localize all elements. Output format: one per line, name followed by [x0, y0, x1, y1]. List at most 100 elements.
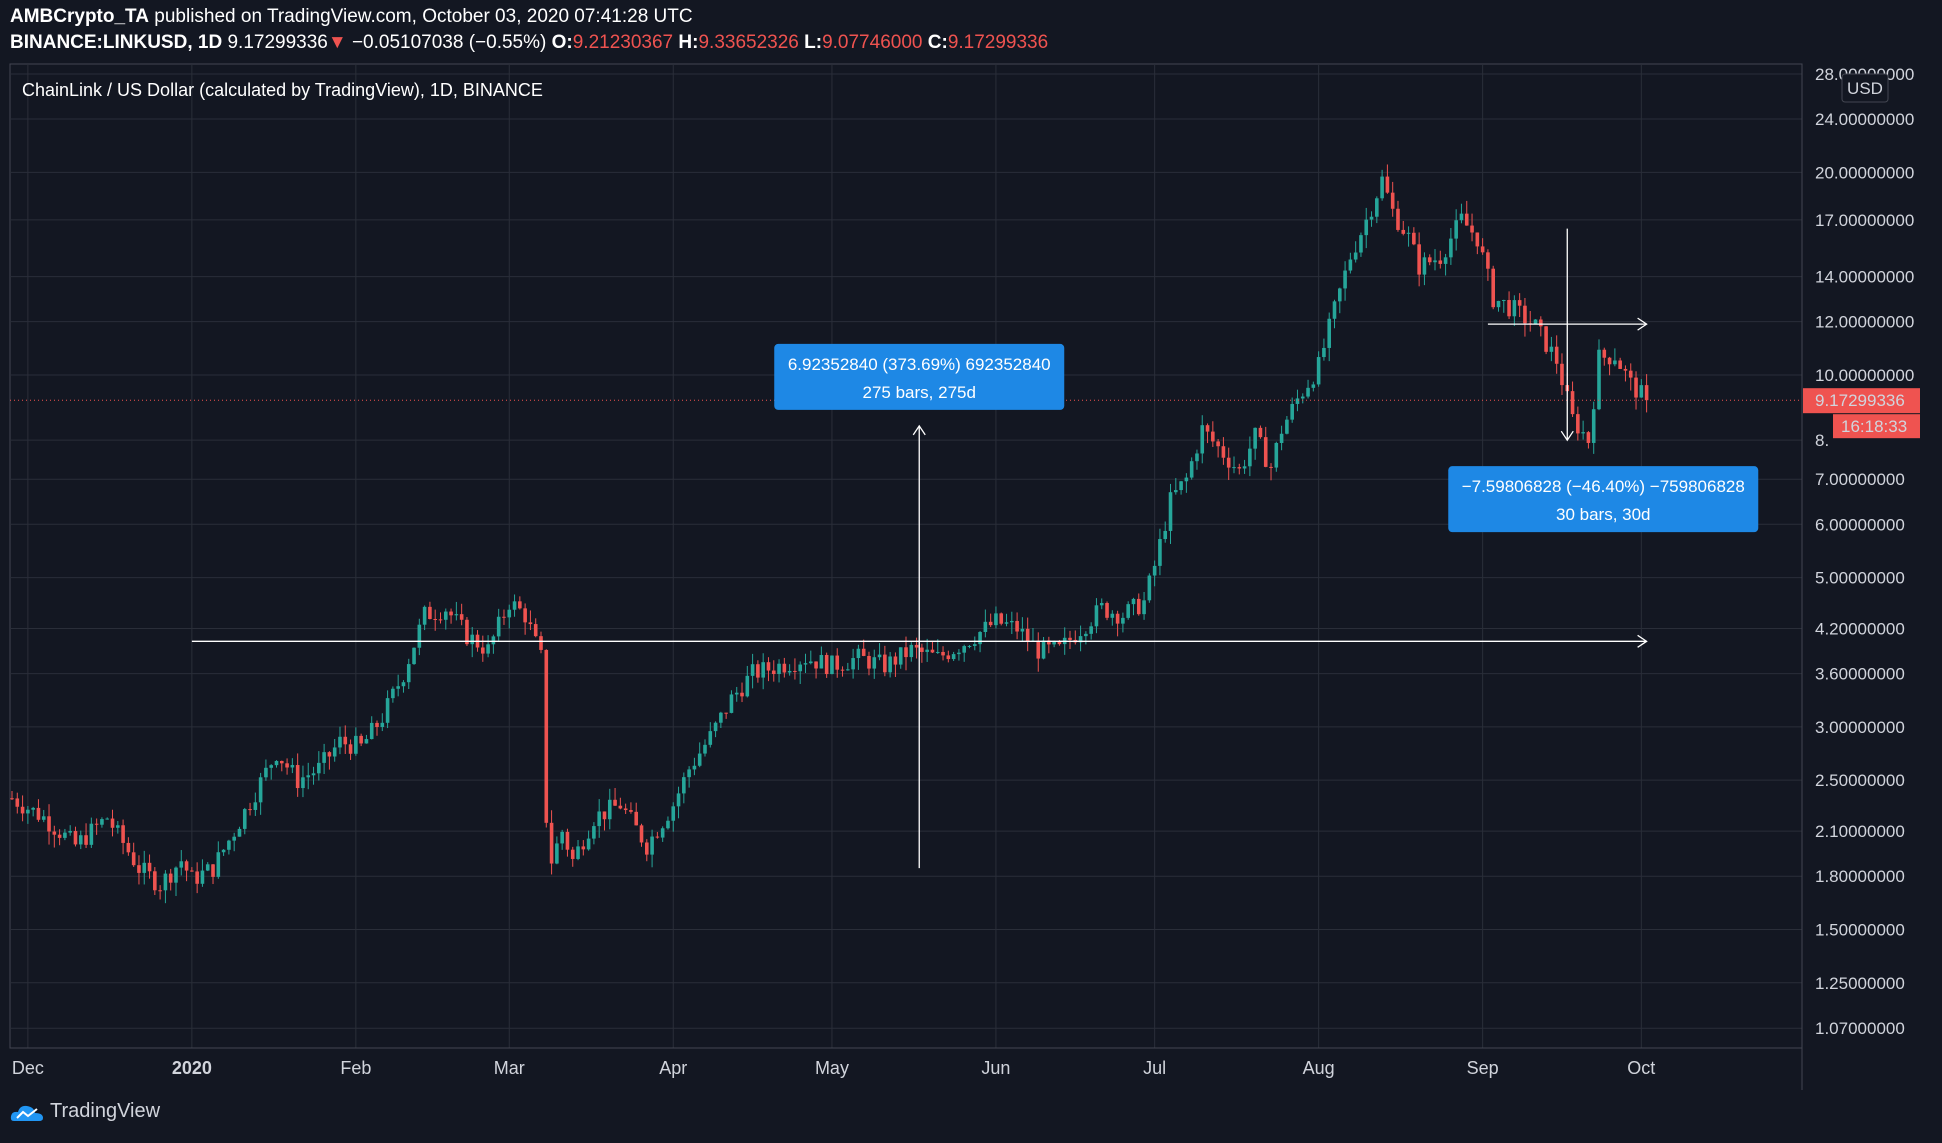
- x-tick-label: 2020: [172, 1058, 212, 1078]
- candle-body: [909, 644, 914, 658]
- candle-body: [861, 648, 866, 656]
- candle-body: [375, 722, 379, 728]
- candle-body: [1443, 257, 1448, 264]
- close-label: C:: [927, 32, 948, 53]
- candle-body: [1089, 626, 1093, 634]
- candle-body: [306, 775, 311, 778]
- candle-body: [840, 669, 845, 671]
- candle-body: [1052, 641, 1056, 645]
- candles-layer: [10, 164, 1802, 904]
- price-axis[interactable]: 28.0000000024.0000000020.0000000017.0000…: [1801, 64, 1920, 1090]
- candle-body: [1591, 409, 1596, 443]
- y-tick-label: 17.00000000: [1815, 211, 1914, 230]
- candle-body: [1232, 467, 1236, 469]
- candle-body: [327, 752, 332, 757]
- candle-body: [126, 842, 131, 853]
- candle-body: [682, 777, 686, 794]
- candle-body: [1078, 636, 1083, 643]
- candle-body: [1337, 288, 1342, 302]
- ohlc-legend: BINANCE:LINKUSD, 1D 9.17299336▼ −0.05107…: [10, 32, 1048, 54]
- candle-body: [935, 651, 940, 653]
- y-tick-label: 3.60000000: [1815, 665, 1905, 684]
- tradingview-logo[interactable]: TradingView: [10, 1100, 160, 1123]
- candle-body: [518, 601, 522, 609]
- candle-body: [47, 816, 51, 832]
- author-name[interactable]: AMBCrypto_TA: [10, 6, 149, 27]
- y-tick-label: 3.00000000: [1815, 718, 1905, 737]
- candle-body: [1607, 357, 1612, 365]
- candle-body: [946, 655, 951, 660]
- candle-body: [1094, 605, 1099, 627]
- candle-body: [433, 619, 437, 621]
- candle-body: [856, 648, 861, 659]
- candle-body: [814, 661, 818, 669]
- candle-body: [1570, 391, 1575, 415]
- candle-body: [1274, 442, 1279, 468]
- candle-body: [1184, 477, 1189, 482]
- candle-body: [1300, 396, 1305, 399]
- candle-body: [1602, 349, 1607, 358]
- candle-body: [655, 836, 660, 838]
- candle-body: [1539, 319, 1543, 327]
- candle-body: [232, 836, 236, 841]
- candle-body: [190, 870, 194, 872]
- publish-text: published on TradingView.com, October 03…: [154, 6, 693, 27]
- candle-body: [1253, 427, 1257, 449]
- candle-body: [465, 619, 469, 645]
- candle-body: [179, 861, 184, 868]
- candle-body: [470, 634, 475, 645]
- candle-body: [195, 871, 199, 884]
- high-value: 9.33652326: [698, 32, 799, 53]
- candle-body: [687, 769, 691, 778]
- candle-body: [761, 662, 765, 678]
- candle-body: [41, 816, 46, 820]
- candle-body: [406, 664, 411, 683]
- candle-body: [1496, 300, 1501, 308]
- y-tick-label: 2.50000000: [1815, 771, 1905, 790]
- candle-body: [317, 762, 321, 774]
- last-price-badge[interactable]: [1803, 388, 1920, 414]
- candle-body: [666, 820, 670, 829]
- candle-body: [1576, 414, 1580, 434]
- candle-body: [708, 731, 713, 745]
- currency-badge[interactable]: USD: [1841, 73, 1889, 103]
- candle-body: [1216, 441, 1220, 447]
- candle-body: [629, 810, 633, 812]
- candle-body: [1279, 433, 1284, 443]
- candle-body: [454, 614, 459, 616]
- candle-body: [1142, 600, 1146, 615]
- measure-callout-up[interactable]: 6.92352840 (373.69%) 692352840 275 bars, …: [774, 343, 1065, 410]
- candle-body: [301, 777, 305, 789]
- grid-lines: [10, 64, 1802, 1048]
- chart-title: ChainLink / US Dollar (calculated by Tra…: [22, 80, 543, 100]
- candle-body: [1348, 259, 1353, 271]
- candle-body: [560, 831, 564, 844]
- candle-body: [200, 870, 205, 884]
- candle-body: [1025, 628, 1030, 642]
- candle-body: [184, 861, 189, 871]
- candle-body: [1248, 448, 1252, 467]
- candle-body: [1036, 640, 1041, 659]
- candle-body: [1263, 437, 1268, 467]
- candle-body: [332, 747, 337, 757]
- candle-body: [1517, 300, 1522, 306]
- candle-body: [1581, 432, 1585, 434]
- y-tick-label: 24.00000000: [1815, 110, 1914, 129]
- candle-body: [1618, 360, 1622, 369]
- candle-body: [1628, 370, 1633, 378]
- candle-body: [1417, 244, 1421, 275]
- candle-body: [607, 799, 612, 820]
- candle-body: [787, 670, 792, 673]
- candle-body: [1422, 257, 1427, 275]
- candle-body: [771, 670, 776, 675]
- candle-body: [1412, 232, 1416, 245]
- candle-body: [872, 657, 877, 669]
- candle-body: [1285, 419, 1289, 434]
- measure-callout-down[interactable]: −7.59806828 (−46.40%) −759806828 30 bars,…: [1448, 466, 1759, 533]
- time-axis[interactable]: Dec 2020 Feb Mar Apr May Jun Jul Aug Sep Oct: [10, 1047, 1802, 1078]
- candle-body: [523, 608, 527, 623]
- candle-body: [285, 763, 289, 768]
- candle-body: [586, 838, 591, 850]
- candle-body: [258, 777, 263, 803]
